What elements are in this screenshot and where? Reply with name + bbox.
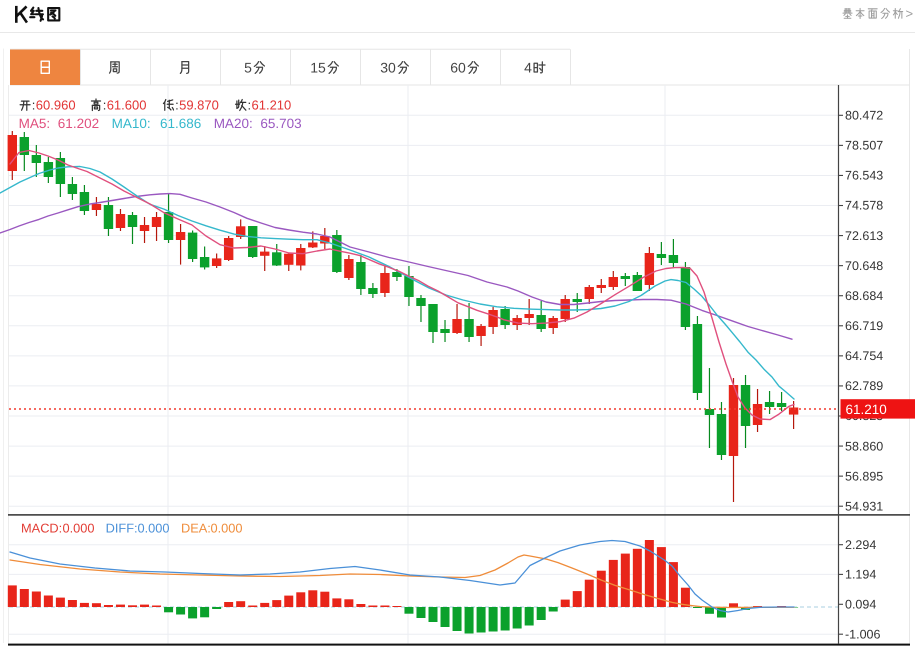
svg-text:2.294: 2.294 — [845, 538, 876, 552]
svg-text:0.000: 0.000 — [138, 521, 170, 536]
svg-text:0.094: 0.094 — [845, 598, 876, 612]
svg-text:60.960: 60.960 — [36, 98, 76, 113]
svg-text:54.931: 54.931 — [845, 499, 883, 513]
svg-text:DIFF:: DIFF: — [106, 521, 138, 536]
svg-text:0.000: 0.000 — [211, 521, 243, 536]
svg-text::: : — [175, 98, 179, 113]
svg-text:-1.006: -1.006 — [845, 627, 880, 641]
svg-text:61.202: 61.202 — [58, 116, 99, 131]
svg-text:62.789: 62.789 — [845, 379, 883, 393]
svg-text:61.686: 61.686 — [160, 116, 201, 131]
svg-text:1.194: 1.194 — [845, 568, 876, 582]
svg-text:65.703: 65.703 — [260, 116, 301, 131]
svg-text:MA10:: MA10: — [112, 116, 151, 131]
svg-text:80.472: 80.472 — [845, 109, 883, 123]
svg-text:0.000: 0.000 — [63, 521, 95, 536]
svg-text:58.860: 58.860 — [845, 439, 883, 453]
svg-text:15: 15 — [310, 60, 326, 76]
svg-text:64.754: 64.754 — [845, 349, 883, 363]
svg-text::: : — [32, 98, 36, 113]
svg-text:MACD:: MACD: — [21, 521, 62, 536]
svg-text::: : — [248, 98, 252, 113]
svg-text:DEA:: DEA: — [181, 521, 211, 536]
svg-text:78.507: 78.507 — [845, 139, 883, 153]
svg-text:66.719: 66.719 — [845, 319, 883, 333]
svg-text:60: 60 — [450, 60, 466, 76]
svg-text:>: > — [906, 6, 914, 21]
svg-text:5: 5 — [244, 60, 252, 76]
svg-text:MA20:: MA20: — [214, 116, 253, 131]
svg-text:4: 4 — [524, 60, 532, 76]
svg-text:72.613: 72.613 — [845, 229, 883, 243]
svg-text:68.684: 68.684 — [845, 289, 883, 303]
svg-text:30: 30 — [380, 60, 396, 76]
svg-text::: : — [103, 98, 107, 113]
svg-text:76.543: 76.543 — [845, 169, 883, 183]
svg-text:70.648: 70.648 — [845, 259, 883, 273]
svg-text:61.210: 61.210 — [252, 98, 292, 113]
svg-text:61.600: 61.600 — [107, 98, 147, 113]
svg-text:MA5:: MA5: — [19, 116, 51, 131]
svg-text:61.210: 61.210 — [846, 402, 887, 417]
svg-text:56.895: 56.895 — [845, 469, 883, 483]
svg-text:59.870: 59.870 — [179, 98, 219, 113]
svg-text:74.578: 74.578 — [845, 199, 883, 213]
